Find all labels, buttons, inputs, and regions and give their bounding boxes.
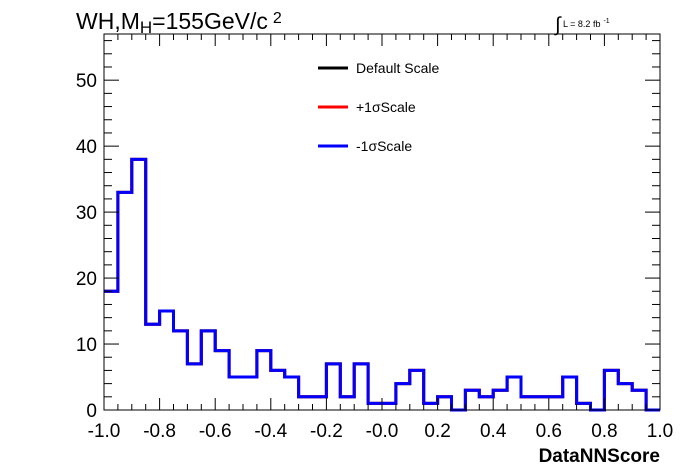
y-tick-label: 40	[76, 137, 97, 158]
x-tick-label: -0.6	[199, 421, 232, 442]
luminosity-superscript: -1	[603, 18, 610, 25]
series-line-2	[104, 157, 660, 412]
x-tick-label: -0.0	[366, 421, 399, 442]
x-tick-label: -0.4	[254, 421, 287, 442]
title-prefix: WH,M	[76, 8, 140, 34]
x-tick-label: 0.4	[480, 421, 507, 442]
x-tick-label: 0.8	[591, 421, 617, 442]
y-tick-label: 20	[76, 269, 97, 290]
x-tick-label: -0.8	[143, 421, 176, 442]
y-tick-label: 0	[86, 401, 97, 422]
series-line-0	[104, 157, 660, 412]
legend-label-2: -1σScale	[356, 138, 412, 154]
x-tick-label: 0.6	[536, 421, 562, 442]
series-line-1	[104, 157, 660, 412]
y-tick-label: 10	[76, 335, 97, 356]
title-subscript: H	[139, 18, 153, 37]
legend-label-0: Default Scale	[356, 60, 439, 76]
x-tick-label: 1.0	[647, 421, 673, 442]
luminosity-text: L = 8.2 fb	[563, 19, 601, 29]
legend: Default Scale +1σScale -1σScale	[318, 60, 439, 154]
axes-layer: -1.0 -0.8 -0.6 -0.4 -0.2 -0.0 0.2 0.4 0.6 0.8 1.0 0…	[76, 33, 673, 467]
series-layer	[104, 157, 660, 412]
x-tick-label: 0.2	[424, 421, 450, 442]
x-axis-label: DataNNScore	[539, 446, 660, 467]
y-tick-label: 50	[76, 71, 97, 92]
x-tick-label: -1.0	[88, 421, 121, 442]
title-value: =155GeV/c	[152, 8, 268, 34]
title-superscript: 2	[272, 10, 282, 27]
plot-title: WH,MH=155GeV/c 2	[76, 8, 282, 37]
integral-symbol: ∫	[555, 14, 561, 36]
luminosity-label: ∫ L = 8.2 fb -1	[555, 10, 610, 36]
legend-label-1: +1σScale	[356, 99, 416, 115]
x-tick-label: -0.2	[310, 421, 343, 442]
y-tick-label: 30	[76, 203, 97, 224]
